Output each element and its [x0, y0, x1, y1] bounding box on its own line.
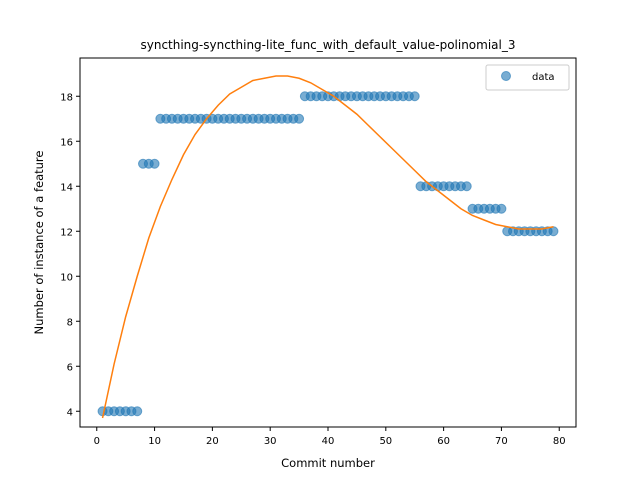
y-tick-label: 4 [67, 407, 73, 418]
y-axis-label: Number of instance of a feature [32, 151, 46, 335]
chart-title: syncthing-syncthing-lite_func_with_defau… [140, 38, 515, 52]
x-axis: 0 10 20 30 40 50 60 70 80 [94, 427, 566, 447]
x-tick-label: 70 [495, 436, 508, 447]
legend-label-data: data [532, 72, 555, 83]
y-axis: 4 6 8 10 12 14 16 18 [60, 92, 80, 418]
data-point [132, 406, 143, 417]
x-tick-label: 0 [94, 436, 100, 447]
y-tick-label: 14 [60, 182, 73, 193]
data-point [409, 91, 420, 102]
y-tick-label: 6 [67, 362, 73, 373]
y-tick-label: 10 [60, 272, 73, 283]
y-tick-label: 12 [60, 227, 73, 238]
data-point [461, 181, 472, 192]
y-tick-label: 18 [60, 92, 73, 103]
polynomial-fit-line [101, 75, 554, 419]
y-tick-label: 8 [67, 317, 73, 328]
data-point [149, 158, 160, 169]
legend: data [485, 64, 570, 91]
data-point [294, 113, 305, 124]
x-tick-label: 30 [264, 436, 277, 447]
x-tick-label: 50 [379, 436, 392, 447]
x-axis-label: Commit number [281, 456, 375, 470]
x-tick-label: 60 [437, 436, 450, 447]
data-point [496, 203, 507, 214]
data-point [548, 226, 559, 237]
legend-box [485, 64, 570, 91]
plot-area [97, 75, 559, 419]
x-tick-label: 20 [206, 436, 219, 447]
y-tick-label: 16 [60, 137, 73, 148]
x-tick-label: 40 [322, 436, 335, 447]
x-tick-label: 10 [148, 436, 161, 447]
x-tick-label: 80 [553, 436, 566, 447]
legend-marker-data [501, 71, 511, 81]
